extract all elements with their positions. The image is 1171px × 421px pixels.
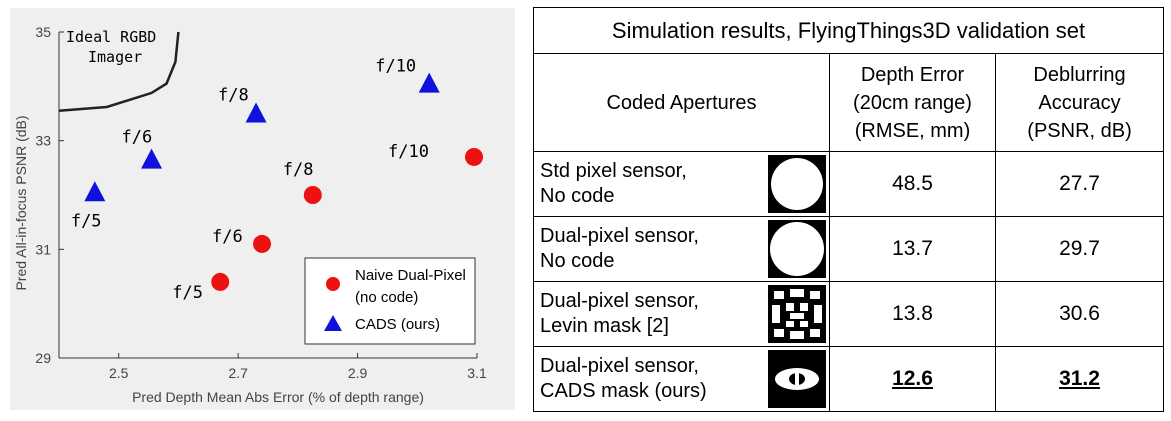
legend-marker-cads bbox=[324, 315, 342, 331]
data-point-cads bbox=[245, 102, 267, 123]
point-annotation: f/5 bbox=[172, 283, 203, 303]
x-tick-label: 2.9 bbox=[348, 365, 368, 381]
row-label: Std pixel sensor, No code bbox=[533, 151, 766, 217]
data-point-naive bbox=[211, 272, 230, 291]
header-coded-apertures: Coded Apertures bbox=[533, 53, 830, 152]
table-row: Dual-pixel sensor, No code 13.7 29.7 bbox=[533, 216, 1165, 282]
point-annotation: f/6 bbox=[212, 227, 243, 247]
y-tick-label: 35 bbox=[35, 24, 51, 40]
data-point-cads bbox=[418, 72, 440, 93]
row-label-line2: Levin mask [2] bbox=[540, 315, 669, 337]
y-tick-label: 33 bbox=[35, 133, 51, 149]
x-tick-label: 2.5 bbox=[109, 365, 129, 381]
header-coded-apertures-text: Coded Apertures bbox=[606, 91, 757, 114]
cads-mask-icon bbox=[768, 350, 827, 408]
point-annotation: f/8 bbox=[218, 86, 249, 106]
header-deblurring-text: Deblurring Accuracy (PSNR, dB) bbox=[1027, 63, 1132, 142]
data-point-naive bbox=[303, 186, 322, 204]
x-tick-label: 3.1 bbox=[467, 365, 487, 381]
y-axis-title: Pred All-in-focus PSNR (dB) bbox=[13, 115, 29, 290]
ideal-rgbd-curve bbox=[58, 31, 180, 113]
levin-mask-icon bbox=[768, 285, 827, 343]
row-label: Dual-pixel sensor, CADS mask (ours) bbox=[533, 346, 766, 412]
data-point-cads bbox=[84, 181, 106, 202]
point-annotation: f/10 bbox=[388, 142, 429, 162]
y-tick-label: 31 bbox=[35, 241, 51, 257]
x-tick-label: 2.7 bbox=[228, 365, 248, 381]
row-label-line1: Dual-pixel sensor, bbox=[540, 225, 699, 247]
dual-circle-mask-icon bbox=[768, 220, 827, 278]
point-annotation: f/5 bbox=[71, 211, 102, 231]
legend-label-cads: CADS (ours) bbox=[355, 316, 440, 333]
psnr-value: 27.7 bbox=[994, 151, 1165, 217]
psnr-value: 29.7 bbox=[994, 216, 1165, 282]
point-annotation: f/10 bbox=[375, 57, 416, 77]
psnr-value: 30.6 bbox=[994, 281, 1165, 347]
depth-error-value-best: 12.6 bbox=[829, 346, 996, 412]
ideal-label-line1: Ideal RGBD bbox=[66, 28, 156, 46]
row-label: Dual-pixel sensor, Levin mask [2] bbox=[533, 281, 766, 347]
point-annotation: f/8 bbox=[283, 160, 314, 180]
data-point-cads bbox=[141, 148, 163, 169]
point-annotation: f/6 bbox=[122, 128, 153, 148]
table-row: Dual-pixel sensor, CADS mask (ours) 12.6 … bbox=[533, 346, 1165, 412]
table-row: Dual-pixel sensor, Levin mask [2] 13.8 30… bbox=[533, 281, 1165, 347]
row-label-line2: No code bbox=[540, 250, 615, 272]
mask-cell bbox=[765, 281, 830, 347]
depth-error-value: 13.7 bbox=[829, 216, 996, 282]
mask-cell bbox=[765, 151, 830, 217]
x-axis-title: Pred Depth Mean Abs Error (% of depth ra… bbox=[132, 389, 424, 405]
y-tick-label: 29 bbox=[35, 350, 51, 366]
header-depth-error-text: Depth Error (20cm range) (RMSE, mm) bbox=[853, 63, 972, 142]
header-deblurring: Deblurring Accuracy (PSNR, dB) bbox=[994, 53, 1165, 152]
psnr-value-best: 31.2 bbox=[994, 346, 1165, 412]
row-label-line1: Dual-pixel sensor, bbox=[540, 290, 699, 312]
row-label-line2: No code bbox=[540, 185, 615, 207]
depth-error-value: 13.8 bbox=[829, 281, 996, 347]
depth-error-value: 48.5 bbox=[829, 151, 996, 217]
scatter-plot-panel: 2.5 2.7 2.9 3.1 29 31 33 35 Pred Depth Mean Abs … bbox=[10, 8, 515, 410]
results-table: Simulation results, FlyingThings3D valid… bbox=[532, 7, 1165, 412]
mask-cell bbox=[765, 216, 830, 282]
table-title: Simulation results, FlyingThings3D valid… bbox=[532, 7, 1165, 54]
ideal-label-line2: Imager bbox=[88, 48, 142, 66]
row-label: Dual-pixel sensor, No code bbox=[533, 216, 766, 282]
legend-label-naive: Naive Dual-Pixel bbox=[355, 267, 466, 284]
table-row: Std pixel sensor, No code 48.5 27.7 bbox=[533, 151, 1165, 217]
row-label-line1: Std pixel sensor, bbox=[540, 160, 687, 182]
legend-marker-naive bbox=[326, 277, 340, 291]
header-depth-error: Depth Error (20cm range) (RMSE, mm) bbox=[829, 53, 996, 152]
mask-cell bbox=[765, 346, 830, 412]
scatter-plot: 2.5 2.7 2.9 3.1 29 31 33 35 Pred Depth Mean Abs … bbox=[13, 24, 487, 405]
row-label-line2: CADS mask (ours) bbox=[540, 380, 707, 402]
data-point-naive bbox=[465, 147, 484, 166]
data-point-naive bbox=[253, 234, 272, 253]
std-circle-mask-icon bbox=[768, 155, 827, 213]
row-label-line1: Dual-pixel sensor, bbox=[540, 355, 699, 377]
legend-label-naive-line2: (no code) bbox=[355, 289, 418, 306]
